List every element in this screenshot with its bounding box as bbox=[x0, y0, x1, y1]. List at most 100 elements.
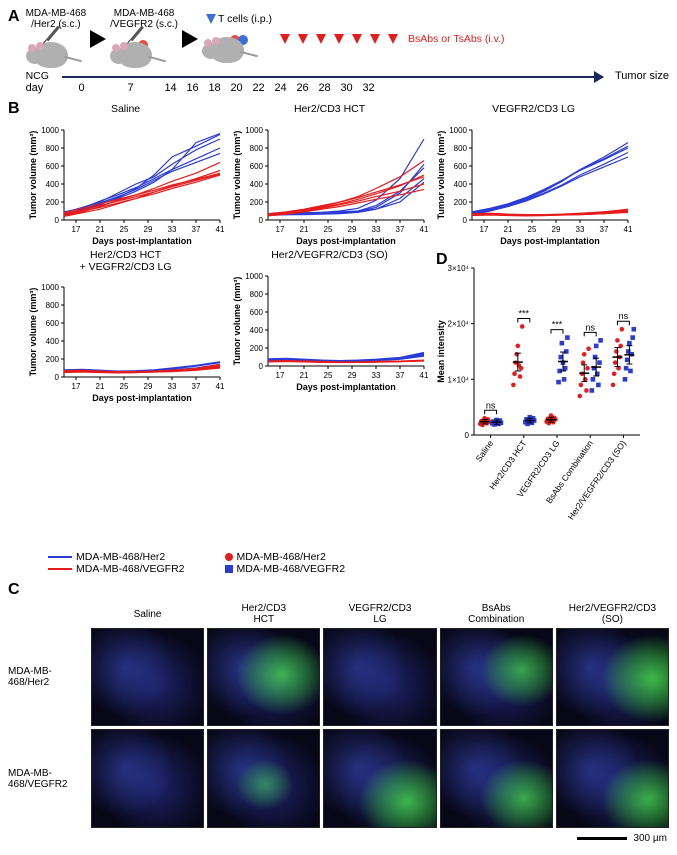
micrograph bbox=[207, 628, 320, 726]
day-label: day bbox=[26, 82, 62, 94]
svg-text:400: 400 bbox=[249, 326, 263, 335]
svg-text:200: 200 bbox=[45, 355, 59, 364]
chart-title: VEGFR2/CD3 LG bbox=[434, 104, 634, 116]
svg-text:33: 33 bbox=[371, 225, 380, 234]
svg-text:400: 400 bbox=[249, 180, 263, 189]
day-tick: 26 bbox=[292, 82, 314, 94]
micrograph bbox=[440, 628, 553, 726]
svg-text:1000: 1000 bbox=[245, 272, 263, 281]
legend-line-vegfr2-icon bbox=[48, 568, 72, 570]
svg-text:25: 25 bbox=[323, 371, 332, 380]
svg-text:17: 17 bbox=[71, 225, 80, 234]
legend-dot-her2-label: MDA-MB-468/Her2 bbox=[237, 551, 326, 563]
tcell-label: T cells (i.p.) bbox=[218, 13, 272, 25]
treatment-arrow-icon bbox=[298, 34, 308, 44]
svg-text:17: 17 bbox=[71, 382, 80, 391]
svg-text:800: 800 bbox=[45, 301, 59, 310]
svg-text:ns: ns bbox=[585, 322, 595, 332]
panel-c: C SalineHer2/CD3 HCTVEGFR2/CD3 LGBsAbs C… bbox=[8, 581, 669, 847]
panel-c-label: C bbox=[8, 581, 669, 599]
svg-text:Days post-implantation: Days post-implantation bbox=[92, 236, 192, 246]
svg-text:0: 0 bbox=[54, 216, 59, 225]
chart-4: Her2/VEGFR2/CD3 (SO)02004006008001000172… bbox=[230, 250, 430, 545]
svg-text:Tumor volume (mm³): Tumor volume (mm³) bbox=[28, 288, 38, 377]
day-tick: 18 bbox=[204, 82, 226, 94]
svg-text:3×10⁴: 3×10⁴ bbox=[447, 264, 469, 273]
svg-text:21: 21 bbox=[95, 225, 104, 234]
svg-text:Tumor volume (mm³): Tumor volume (mm³) bbox=[232, 277, 242, 366]
svg-text:37: 37 bbox=[395, 225, 404, 234]
micrograph bbox=[556, 628, 669, 726]
day-tick: 16 bbox=[182, 82, 204, 94]
panel-b: B Saline0200400600800100017212529333741T… bbox=[8, 100, 669, 575]
svg-text:200: 200 bbox=[249, 198, 263, 207]
svg-text:33: 33 bbox=[575, 225, 584, 234]
treatment-label: BsAbs or TsAbs (i.v.) bbox=[408, 33, 504, 45]
micrograph bbox=[556, 729, 669, 827]
svg-text:Saline: Saline bbox=[473, 438, 495, 463]
panelc-col-head: Her2/CD3 HCT bbox=[207, 603, 320, 625]
panel-a: A MDA-MB-468 /Her2 (s.c.) MDA-MB-468 /VE… bbox=[8, 8, 669, 94]
micrograph bbox=[323, 628, 436, 726]
svg-text:21: 21 bbox=[299, 371, 308, 380]
panelc-col-head: BsAbs Combination bbox=[440, 603, 553, 625]
legend-dot-vegfr2-label: MDA-MB-468/VEGFR2 bbox=[237, 563, 346, 575]
chart-title: Saline bbox=[26, 104, 226, 116]
day-tick: 30 bbox=[336, 82, 358, 94]
svg-text:1000: 1000 bbox=[245, 126, 263, 135]
svg-text:25: 25 bbox=[119, 382, 128, 391]
micrograph bbox=[323, 729, 436, 827]
treatment-arrow-icon bbox=[334, 34, 344, 44]
svg-text:400: 400 bbox=[453, 180, 467, 189]
svg-text:200: 200 bbox=[453, 198, 467, 207]
svg-text:ns: ns bbox=[618, 311, 628, 321]
svg-text:29: 29 bbox=[143, 225, 152, 234]
svg-text:1×10⁴: 1×10⁴ bbox=[447, 375, 469, 384]
day-tick: 24 bbox=[270, 82, 292, 94]
svg-text:Tumor volume (mm³): Tumor volume (mm³) bbox=[28, 131, 38, 220]
svg-text:1000: 1000 bbox=[41, 283, 59, 292]
timeline-axis bbox=[62, 76, 603, 78]
day-tick: 20 bbox=[226, 82, 248, 94]
svg-text:41: 41 bbox=[419, 371, 428, 380]
svg-text:17: 17 bbox=[275, 225, 284, 234]
arrow-2 bbox=[182, 30, 198, 48]
svg-text:37: 37 bbox=[191, 382, 200, 391]
svg-text:Days post-implantation: Days post-implantation bbox=[296, 382, 396, 392]
svg-text:Her2/VEGFR2/CD3 (SO): Her2/VEGFR2/CD3 (SO) bbox=[565, 438, 627, 521]
svg-text:800: 800 bbox=[249, 144, 263, 153]
svg-text:D: D bbox=[436, 251, 448, 268]
tumor-size-label: Tumor size bbox=[615, 70, 669, 82]
treatment-arrow-icon bbox=[388, 34, 398, 44]
chart-title: Her2/CD3 HCT + VEGFR2/CD3 LG bbox=[26, 250, 226, 273]
treatment-arrow-icon bbox=[316, 34, 326, 44]
svg-text:Tumor volume (mm³): Tumor volume (mm³) bbox=[232, 131, 242, 220]
svg-text:0: 0 bbox=[464, 431, 469, 440]
panelc-col-head: VEGFR2/CD3 LG bbox=[323, 603, 436, 625]
mouse-2 bbox=[110, 30, 160, 70]
chart-title: Her2/VEGFR2/CD3 (SO) bbox=[230, 250, 430, 262]
svg-text:0: 0 bbox=[54, 373, 59, 382]
panelc-row-head: MDA-MB-468/Her2 bbox=[8, 666, 88, 688]
svg-text:33: 33 bbox=[167, 225, 176, 234]
svg-text:800: 800 bbox=[249, 290, 263, 299]
svg-text:1000: 1000 bbox=[449, 126, 467, 135]
day-tick: 32 bbox=[358, 82, 380, 94]
svg-text:***: *** bbox=[518, 308, 529, 318]
panelc-row-head: MDA-MB-468/VEGFR2 bbox=[8, 768, 88, 790]
svg-text:600: 600 bbox=[249, 308, 263, 317]
chart-3: Her2/CD3 HCT + VEGFR2/CD3 LG020040060080… bbox=[26, 250, 226, 545]
svg-text:25: 25 bbox=[323, 225, 332, 234]
svg-text:33: 33 bbox=[371, 371, 380, 380]
svg-text:400: 400 bbox=[45, 180, 59, 189]
legend-b: MDA-MB-468/Her2 MDA-MB-468/VEGFR2 MDA-MB… bbox=[48, 551, 669, 575]
micrograph bbox=[91, 628, 204, 726]
day-tick: 28 bbox=[314, 82, 336, 94]
treatment-arrow-icon bbox=[370, 34, 380, 44]
svg-text:21: 21 bbox=[299, 225, 308, 234]
panelc-col-head: Her2/VEGFR2/CD3 (SO) bbox=[556, 603, 669, 625]
legend-line-vegfr2-label: MDA-MB-468/VEGFR2 bbox=[76, 563, 185, 575]
svg-text:17: 17 bbox=[479, 225, 488, 234]
svg-text:41: 41 bbox=[215, 382, 224, 391]
svg-text:Days post-implantation: Days post-implantation bbox=[500, 236, 600, 246]
